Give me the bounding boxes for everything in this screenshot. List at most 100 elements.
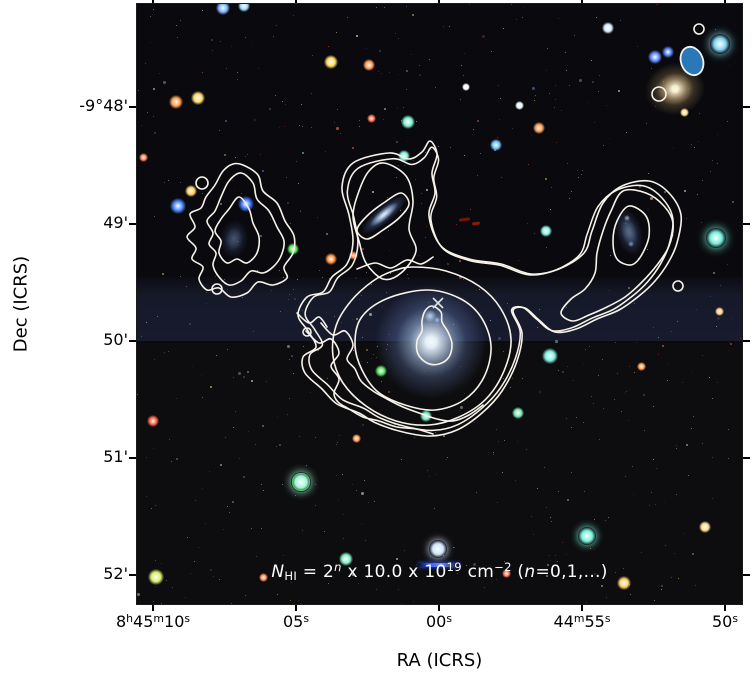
star (303, 346, 304, 347)
star (386, 409, 387, 410)
star (614, 399, 615, 400)
star (299, 125, 300, 126)
star (359, 126, 360, 127)
star (234, 190, 235, 191)
x-tick-mark-top (581, 0, 583, 3)
star (328, 46, 329, 47)
star (233, 427, 234, 428)
star (169, 439, 170, 440)
star (191, 91, 205, 105)
star (454, 547, 455, 548)
star (516, 19, 517, 20)
star (238, 372, 241, 375)
star (371, 284, 372, 285)
star (298, 183, 299, 184)
star (716, 326, 717, 327)
star (231, 603, 232, 604)
star (418, 407, 419, 408)
star (490, 320, 491, 321)
star (396, 558, 398, 560)
star (534, 233, 535, 234)
star (261, 484, 262, 485)
star (380, 568, 382, 570)
star (712, 498, 713, 499)
star (293, 15, 294, 16)
star (352, 484, 353, 485)
galaxy-knot (424, 335, 438, 349)
star (469, 4, 470, 5)
star (609, 290, 610, 291)
star (647, 249, 648, 250)
star (232, 180, 233, 181)
star (717, 317, 720, 320)
star (573, 380, 574, 381)
star (452, 567, 453, 568)
galaxy-knot (424, 310, 436, 322)
star (692, 553, 694, 555)
star (163, 81, 166, 84)
y-tick-label: 52' (103, 564, 128, 583)
x-tick-mark-top (438, 0, 440, 3)
star (584, 491, 585, 492)
star (461, 65, 462, 66)
star (238, 4, 250, 12)
star (588, 102, 589, 103)
star (347, 17, 348, 18)
star (653, 459, 654, 460)
star (727, 264, 728, 265)
star (298, 600, 299, 601)
star (694, 147, 695, 148)
star (599, 75, 600, 76)
star (579, 79, 582, 82)
star (245, 156, 246, 157)
galaxy-knot (434, 317, 440, 323)
star (493, 454, 494, 455)
star (674, 553, 675, 554)
star (168, 351, 169, 352)
star (566, 307, 567, 308)
star (715, 29, 716, 30)
star (356, 490, 357, 491)
star (617, 373, 618, 374)
column-density-annotation: NHI = 2n x 10.0 x 1019 cm−2 (n=0,1,...) (271, 560, 608, 584)
star (599, 439, 600, 440)
star (414, 437, 415, 438)
star (503, 351, 504, 352)
star (348, 250, 358, 260)
star (651, 68, 652, 69)
star (571, 472, 572, 473)
star (194, 561, 195, 562)
star (350, 199, 351, 200)
star (667, 363, 668, 364)
star (436, 474, 437, 475)
star (500, 98, 501, 99)
star (279, 444, 281, 446)
star (482, 35, 485, 38)
star (180, 276, 181, 277)
star (406, 89, 407, 90)
star (288, 299, 289, 300)
star (235, 411, 236, 412)
star (702, 443, 703, 444)
star (336, 127, 339, 130)
star (522, 17, 523, 18)
star (367, 362, 368, 363)
star (412, 14, 414, 16)
star (430, 556, 431, 557)
star (676, 494, 677, 495)
star (473, 129, 474, 130)
star (528, 164, 529, 165)
star (460, 99, 461, 100)
star (649, 505, 650, 506)
star (443, 435, 445, 437)
star (314, 301, 315, 302)
star (168, 180, 169, 181)
star (567, 163, 568, 164)
star (237, 79, 238, 80)
star (176, 398, 177, 399)
star (497, 502, 498, 503)
star (287, 243, 299, 255)
hi-contour-neck-strand (356, 256, 434, 270)
star (155, 586, 156, 587)
star (662, 46, 674, 58)
